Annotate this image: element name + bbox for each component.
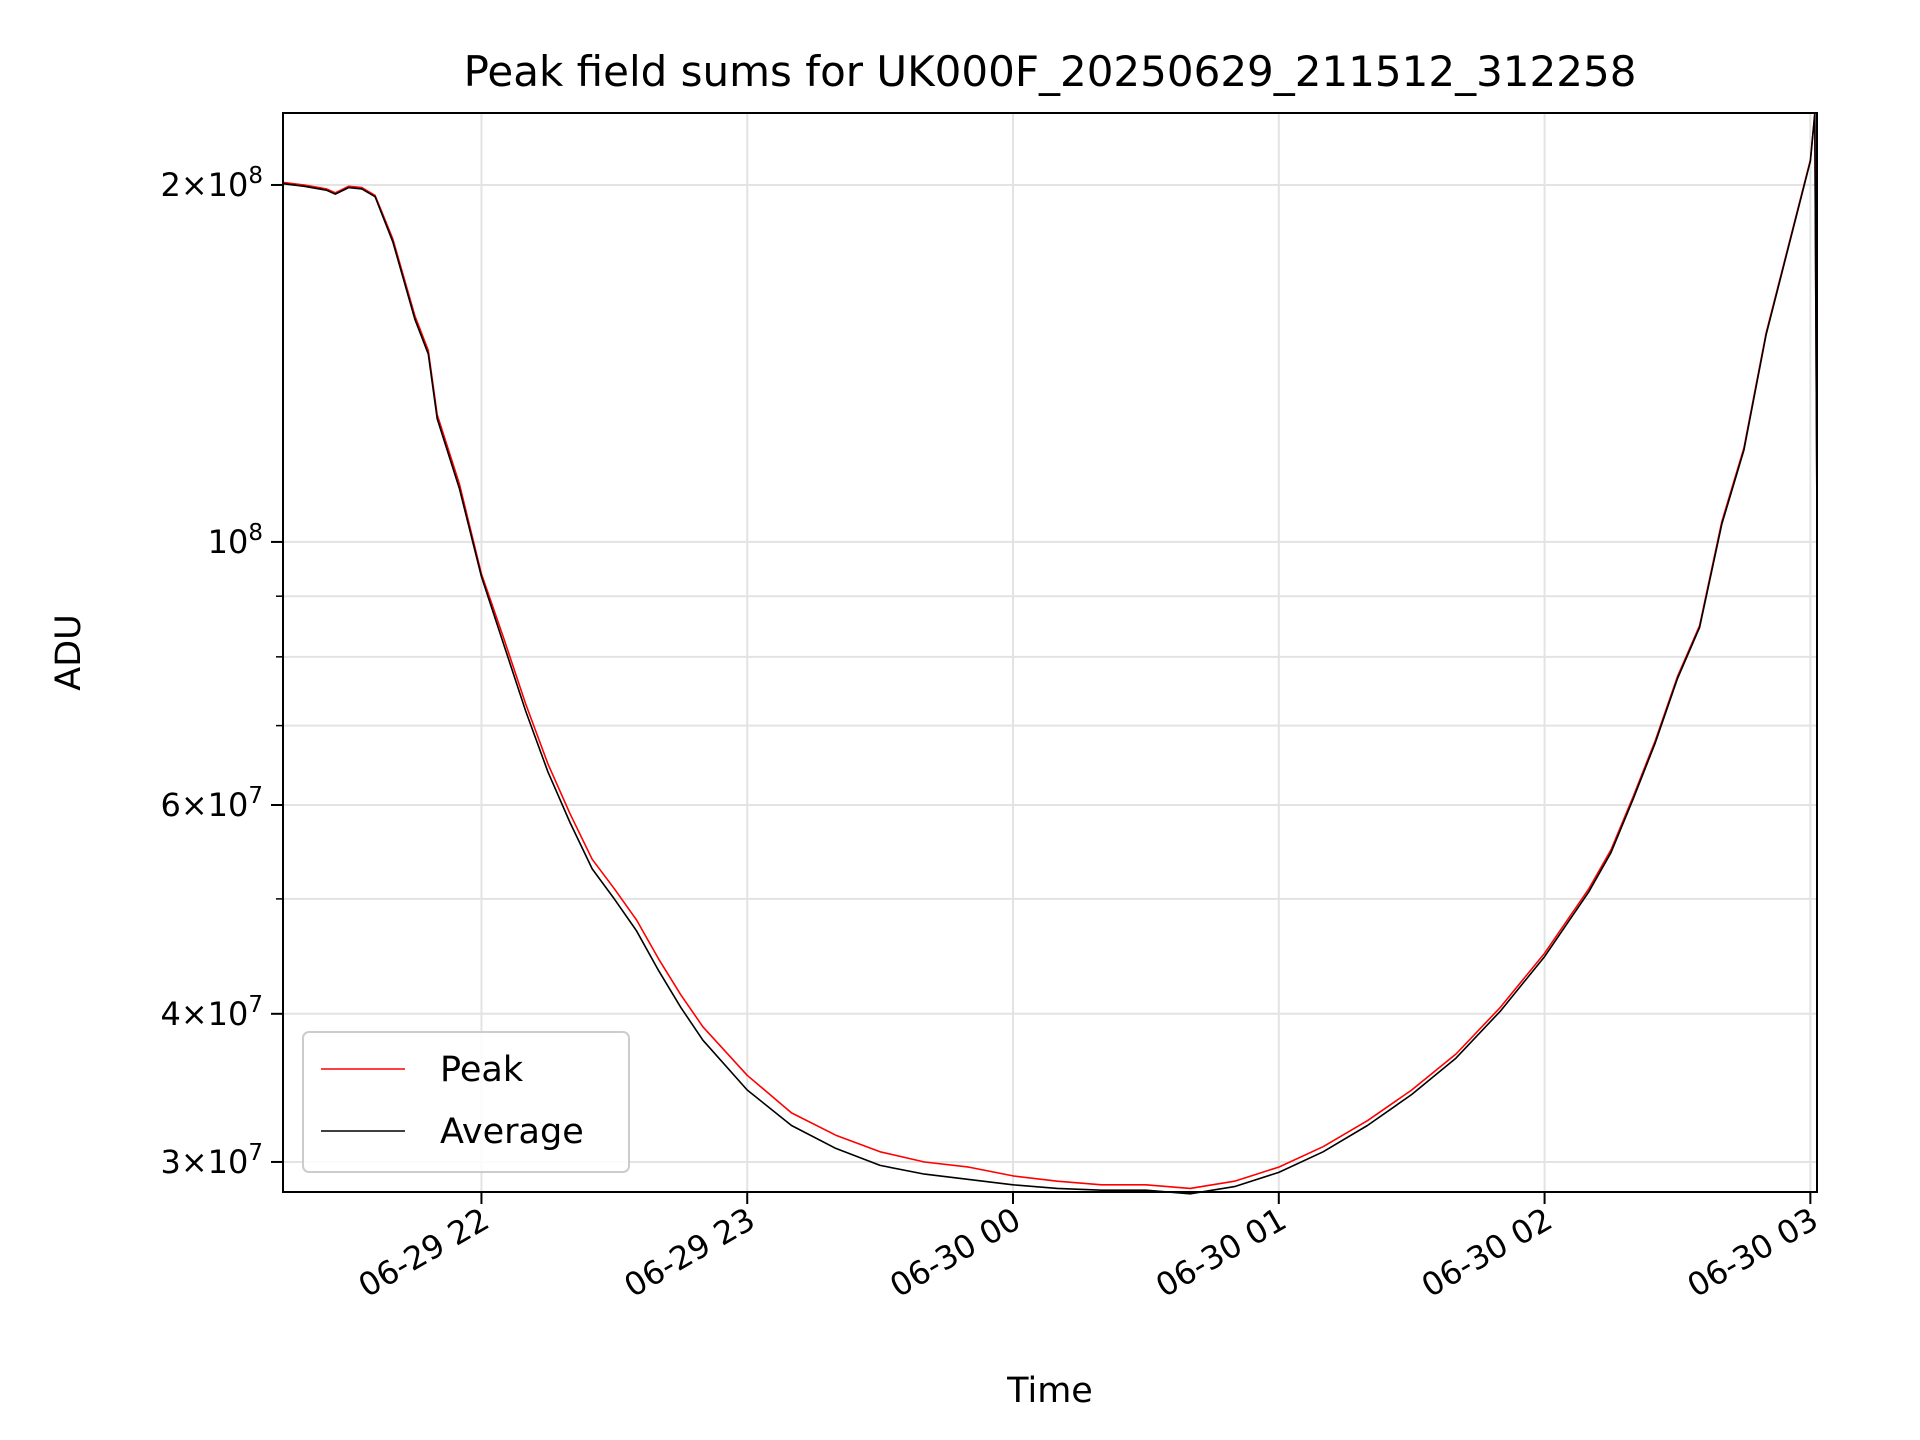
- y-tick-exponent: 7: [248, 783, 263, 809]
- legend-label-peak: Peak: [440, 1050, 524, 1090]
- y-tick-exponent: 7: [248, 1140, 263, 1166]
- y-tick-label: 108: [208, 520, 263, 561]
- y-tick-exponent: 8: [248, 520, 263, 546]
- series-line-peak: [282, 112, 1818, 1190]
- y-tick-mantissa: 3: [160, 1143, 180, 1181]
- x-tick-label: 06-30 03: [1681, 1200, 1825, 1305]
- y-tick-exponent: 8: [248, 163, 263, 189]
- series-line-average: [282, 113, 1818, 1195]
- y-tick-exponent: 7: [248, 992, 263, 1018]
- y-tick-base: 10: [208, 523, 249, 561]
- y-tick-times: ×: [181, 166, 208, 204]
- y-tick-times: ×: [181, 1143, 208, 1181]
- y-tick-mantissa: 2: [160, 166, 180, 204]
- y-tick-times: ×: [181, 995, 208, 1033]
- y-tick-mantissa: 6: [160, 786, 180, 824]
- grid: [283, 113, 1817, 1192]
- x-tick-label: 06-30 00: [883, 1200, 1027, 1305]
- x-tick-label: 06-30 02: [1415, 1200, 1559, 1305]
- y-tick-label: 3×107: [160, 1140, 263, 1181]
- y-tick-label: 2×108: [160, 163, 263, 204]
- x-tick-label: 06-29 22: [352, 1200, 496, 1305]
- y-tick-base: 10: [208, 1143, 249, 1181]
- series-layer: [282, 112, 1818, 1195]
- y-tick-base: 10: [208, 166, 249, 204]
- plot-frame: [282, 112, 1818, 1193]
- x-tick-label: 06-29 23: [618, 1200, 762, 1305]
- legend-label-average: Average: [440, 1112, 584, 1152]
- y-tick-label: 4×107: [160, 992, 263, 1033]
- x-tick-label: 06-30 01: [1149, 1200, 1293, 1305]
- y-tick-times: ×: [181, 786, 208, 824]
- y-axis-label: ADU: [49, 614, 89, 691]
- legend: Peak Average: [302, 1031, 630, 1173]
- y-tick-base: 10: [208, 786, 249, 824]
- y-tick-mantissa: 4: [160, 995, 180, 1033]
- legend-box: [302, 1031, 630, 1173]
- chart-title: Peak field sums for UK000F_20250629_2115…: [464, 47, 1637, 96]
- y-tick-base: 10: [208, 995, 249, 1033]
- x-axis-label: Time: [1006, 1371, 1093, 1411]
- y-tick-label: 6×107: [160, 783, 263, 824]
